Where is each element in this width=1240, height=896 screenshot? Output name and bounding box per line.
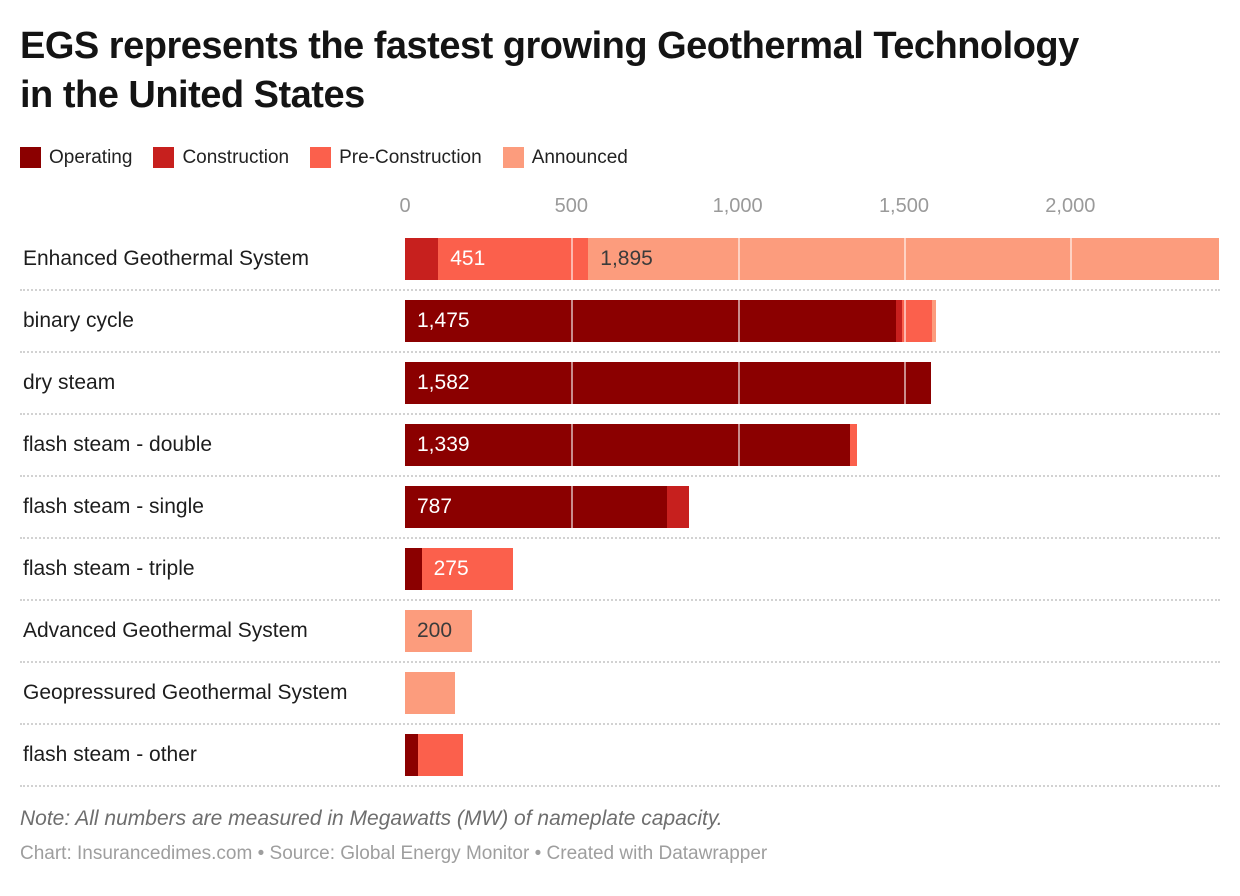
title-line-2: in the United States: [20, 74, 365, 117]
bar: 1,339: [405, 423, 1220, 466]
chart-row: flash steam - other: [20, 725, 1220, 787]
bar-segment-operating: [405, 547, 422, 590]
bar-value-label: 1,475: [417, 308, 470, 332]
x-axis: 0 500 1,000 1,500 2,000: [20, 195, 1220, 221]
legend-swatch-construction: [153, 147, 175, 169]
bar-segment-announced: [405, 671, 455, 714]
bar: 200: [405, 609, 1220, 652]
category-label: Geopressured Geothermal System: [23, 680, 348, 704]
chart-row: flash steam - double 1,339: [20, 415, 1220, 477]
axis-tick-label: 0: [399, 194, 411, 217]
bar-value-label: 451: [450, 246, 486, 270]
bar-value-label: 1,582: [417, 370, 470, 394]
chart-row: binary cycle 1,475: [20, 291, 1220, 353]
bar: 1,475: [405, 299, 1220, 342]
bar-segment-announced: 1,895: [588, 237, 1219, 280]
bar-plot: [405, 733, 1220, 776]
bar-plot: 451 1,895: [405, 237, 1220, 280]
bar-value-label: 275: [433, 556, 469, 580]
x-axis-ticks: 0 500 1,000 1,500 2,000: [399, 194, 1220, 221]
bar-segment-pre-construction: [850, 423, 858, 466]
legend-swatch-pre-construction: [310, 147, 332, 169]
bar-segment-pre-construction: 275: [421, 547, 514, 590]
chart-row: dry steam 1,582: [20, 353, 1220, 415]
legend-swatch-announced: [502, 147, 524, 169]
category-label: Advanced Geothermal System: [23, 618, 308, 642]
chart-row: Geopressured Geothermal System: [20, 663, 1220, 725]
bar: 275: [405, 547, 1220, 590]
bar-plot: 1,475: [405, 299, 1220, 342]
bar-segment-pre-construction: [902, 299, 933, 342]
title-line-1: EGS represents the fastest growing Geoth…: [20, 25, 1079, 67]
chart-row: flash steam - single 787: [20, 477, 1220, 539]
category-label: binary cycle: [23, 308, 134, 332]
bar-segment-announced: [932, 299, 937, 342]
bar: 451 1,895: [405, 237, 1220, 280]
note-text: Note: All numbers are measured in Megawa…: [20, 806, 723, 830]
bar-segment-pre-construction: 451: [438, 237, 589, 280]
chart-row: Enhanced Geothermal System 451 1,895: [20, 229, 1220, 291]
legend-item-announced: Announced: [502, 146, 628, 169]
chart-row: flash steam - triple 275: [20, 539, 1220, 601]
bar-segment-construction: [895, 299, 903, 342]
bar-segment-operating: 1,475: [405, 299, 896, 342]
legend-label: Announced: [531, 146, 628, 168]
legend-item-operating: Operating: [20, 147, 132, 169]
bar-value-label: 1,339: [417, 432, 470, 456]
axis-tick-label: 2,000: [1045, 194, 1096, 217]
bar: 1,582: [405, 361, 1220, 404]
legend-label: Pre-Construction: [339, 146, 482, 168]
axis-tick-label: 500: [554, 194, 588, 217]
bar-segment-operating: [405, 733, 418, 776]
legend-item-construction: Construction: [153, 147, 289, 169]
bar-segment-announced: 200: [405, 609, 472, 652]
bar-value-label: 1,895: [600, 246, 653, 270]
bar-segment-operating: 1,582: [405, 361, 932, 404]
bar-value-label: 200: [417, 618, 453, 642]
category-label: dry steam: [23, 370, 116, 394]
bar-plot: 200: [405, 609, 1220, 652]
bar-plot: 275: [405, 547, 1220, 590]
bar: 787: [405, 485, 1220, 528]
category-label: Enhanced Geothermal System: [23, 246, 309, 270]
bar: [405, 733, 1220, 776]
legend-label: Construction: [182, 146, 290, 168]
bar-plot: 1,339: [405, 423, 1220, 466]
legend-label: Operating: [49, 146, 133, 168]
legend: Operating Construction Pre-Construction …: [20, 147, 1220, 169]
bar-segment-construction: [405, 237, 439, 280]
bar-plot: [405, 671, 1220, 714]
legend-swatch-operating: [20, 147, 41, 169]
bar-plot: 1,582: [405, 361, 1220, 404]
legend-item-pre-construction: Pre-Construction: [310, 147, 482, 169]
bar-value-label: 787: [417, 494, 453, 518]
axis-tick-label: 1,500: [878, 194, 929, 217]
chart-row: Advanced Geothermal System 200: [20, 601, 1220, 663]
category-label: flash steam - single: [23, 494, 204, 518]
category-label: flash steam - triple: [23, 556, 195, 580]
bar: [405, 671, 1220, 714]
bar-segment-construction: [666, 485, 689, 528]
category-label: flash steam - other: [23, 742, 197, 766]
bar-segment-operating: 787: [405, 485, 667, 528]
bar-segment-operating: 1,339: [405, 423, 851, 466]
bar-chart: Enhanced Geothermal System 451 1,895 binary…: [20, 229, 1220, 787]
footer-text: Chart: Insurancedimes.com • Source: Glob…: [20, 842, 768, 864]
page-title: EGS represents the fastest growing Geoth…: [20, 22, 1220, 121]
bar-plot: 787: [405, 485, 1220, 528]
bar-segment-pre-construction: [417, 733, 464, 776]
category-label: flash steam - double: [23, 432, 213, 456]
axis-tick-label: 1,000: [712, 194, 763, 217]
